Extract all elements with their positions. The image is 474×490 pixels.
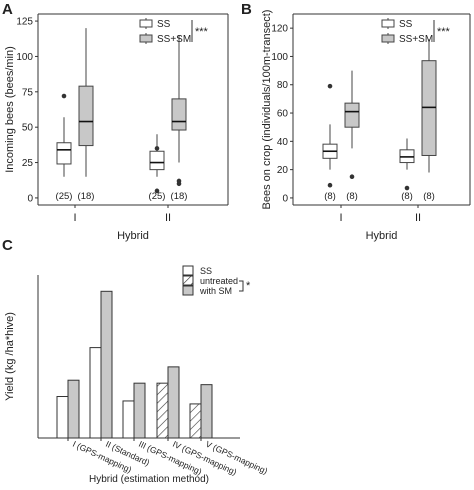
significance-marker: * bbox=[246, 280, 251, 292]
legend-label: with SM bbox=[199, 286, 232, 296]
y-tick-label: 50 bbox=[22, 123, 34, 134]
legend-title: SS bbox=[200, 266, 212, 276]
y-axis-label: Yield (kg /ha*hive) bbox=[4, 312, 16, 401]
y-tick-label: 125 bbox=[16, 17, 33, 28]
bar-with-sm bbox=[100, 290, 113, 439]
outlier-point bbox=[61, 93, 67, 99]
legend-key bbox=[381, 19, 395, 28]
legend-key-with-sm bbox=[182, 285, 194, 296]
x-axis-label: Hybrid bbox=[117, 230, 149, 242]
legend-key-ss bbox=[182, 265, 194, 276]
x-tick-label: I bbox=[339, 212, 342, 224]
outlier-point bbox=[154, 146, 160, 151]
legend-key bbox=[139, 34, 153, 43]
legend-label: SS bbox=[157, 19, 171, 30]
y-tick-label: 60 bbox=[277, 109, 289, 120]
sample-size-label: (8) bbox=[346, 191, 358, 202]
box-ss-ii bbox=[149, 150, 165, 171]
sample-size-label: (18) bbox=[171, 191, 188, 202]
y-tick-label: 0 bbox=[282, 193, 288, 204]
sample-size-label: (25) bbox=[149, 191, 166, 202]
legend-label: SS+SM bbox=[157, 34, 191, 45]
bar-untreated bbox=[122, 400, 135, 439]
x-axis-label: Hybrid bbox=[366, 230, 398, 242]
y-tick-label: 40 bbox=[277, 137, 289, 148]
outlier-point bbox=[404, 185, 410, 191]
box-sssm-ii bbox=[171, 98, 187, 131]
panel-letter-c: C bbox=[2, 237, 13, 254]
legend-key-untreated bbox=[182, 275, 194, 286]
panel-letter-b: B bbox=[241, 1, 252, 18]
bar-untreated bbox=[189, 403, 202, 439]
legend-key bbox=[139, 19, 153, 28]
bar-untreated bbox=[89, 347, 102, 439]
legend-label: untreated bbox=[200, 276, 238, 286]
sample-size-label: (8) bbox=[423, 191, 435, 202]
y-tick-label: 100 bbox=[271, 52, 288, 63]
x-axis-label: Hybrid (estimation method) bbox=[89, 474, 209, 485]
bar-with-sm bbox=[200, 384, 213, 439]
bar-with-sm bbox=[167, 366, 180, 439]
y-tick-label: 20 bbox=[277, 165, 289, 176]
panel-c-bar-chart: Yield (kg /ha*hive) Hybrid (estimation me… bbox=[4, 265, 269, 485]
outlier-point bbox=[154, 188, 160, 194]
box-sssm-i bbox=[78, 85, 94, 147]
y-tick-label: 80 bbox=[277, 80, 289, 91]
y-tick-label: 75 bbox=[22, 87, 34, 98]
legend-key bbox=[381, 34, 395, 43]
sample-size-label: (25) bbox=[56, 191, 73, 202]
y-tick-label: 100 bbox=[16, 52, 33, 63]
y-tick-label: 120 bbox=[271, 24, 288, 35]
outlier-point bbox=[327, 182, 333, 188]
x-tick-label: II bbox=[415, 212, 421, 224]
panel-letter-a: A bbox=[2, 1, 13, 18]
sample-size-label: (8) bbox=[324, 191, 336, 202]
y-tick-label: 25 bbox=[22, 158, 34, 169]
x-tick-label: I bbox=[73, 212, 76, 224]
legend-label: SS bbox=[399, 19, 413, 30]
legend-label: SS+SM bbox=[399, 34, 433, 45]
y-axis-label: Incoming bees (bees/min) bbox=[4, 46, 16, 173]
significance-marker: *** bbox=[195, 26, 209, 38]
box-ss-i bbox=[56, 142, 72, 165]
outlier-point bbox=[349, 174, 355, 180]
y-tick-label: 0 bbox=[27, 193, 33, 204]
outlier-point bbox=[176, 181, 182, 187]
y-axis-label: Bees on crop (individuals/100m-transect) bbox=[261, 10, 273, 210]
bar-with-sm bbox=[133, 382, 146, 439]
sample-size-label: (8) bbox=[401, 191, 413, 202]
bar-untreated bbox=[156, 382, 169, 439]
outlier-point bbox=[327, 83, 333, 89]
significance-bracket bbox=[239, 280, 244, 292]
box-sssm-i bbox=[344, 102, 360, 128]
significance-marker: *** bbox=[437, 26, 451, 38]
bar-with-sm bbox=[67, 379, 80, 439]
sample-size-label: (18) bbox=[78, 191, 95, 202]
bar-untreated bbox=[56, 396, 69, 439]
x-tick-label: II bbox=[165, 212, 171, 224]
